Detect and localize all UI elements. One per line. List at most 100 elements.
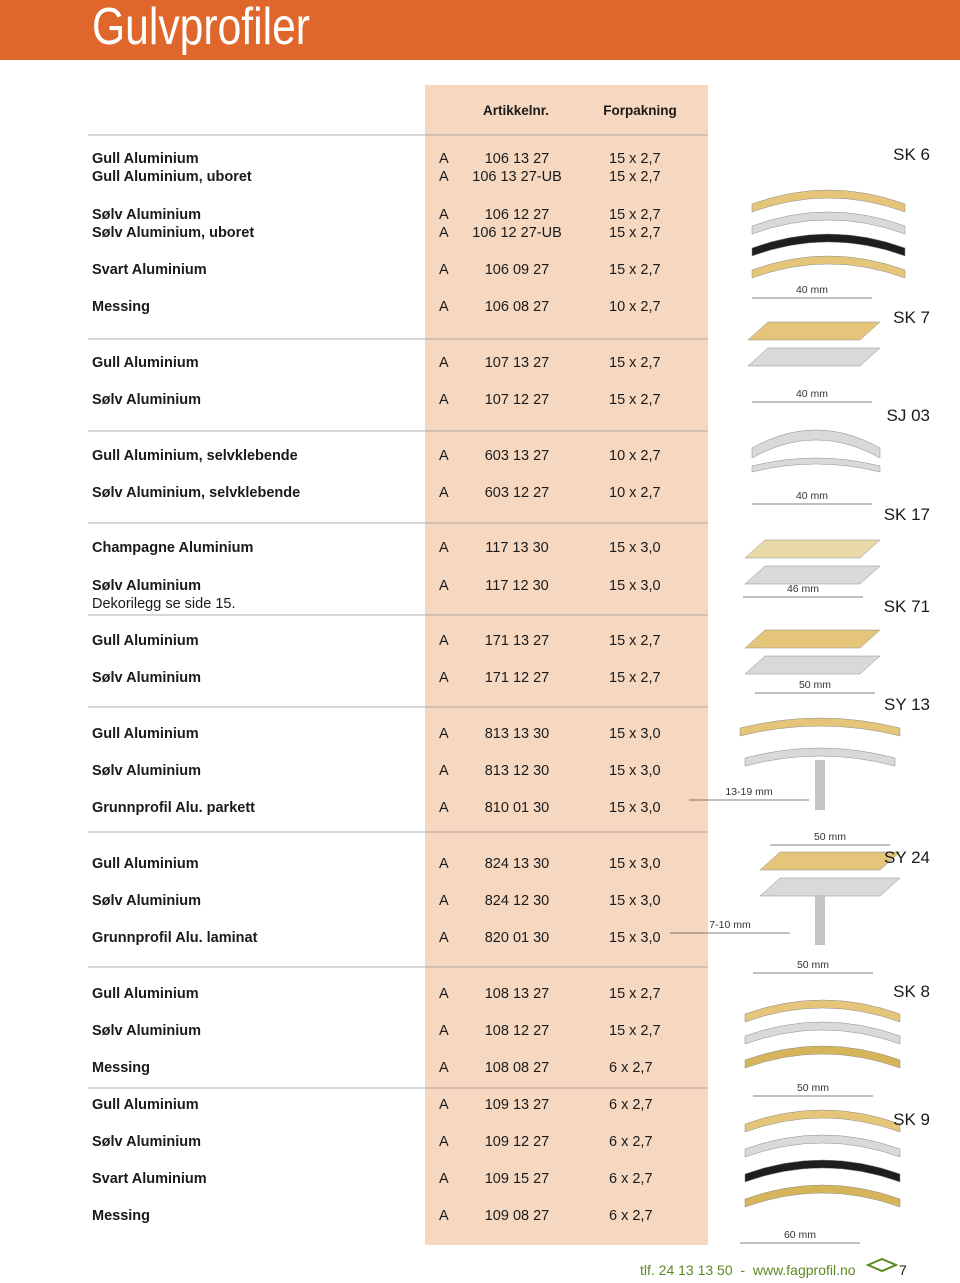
product-name: Sølv Aluminium, selvklebende — [92, 485, 301, 501]
product-name: Messing — [92, 1208, 151, 1224]
profile-illustration — [739, 717, 901, 737]
packaging: 15 x 2,7 — [609, 169, 661, 185]
profile-illustration — [815, 760, 825, 810]
article-number: 108 08 27 — [484, 1060, 550, 1076]
product-name: Svart Aluminium — [92, 1171, 207, 1187]
product-code: A — [439, 893, 449, 909]
article-number: 820 01 30 — [484, 930, 550, 946]
packaging: 10 x 2,7 — [609, 485, 661, 501]
product-name: Sølv Aluminium — [92, 578, 202, 594]
profile-illustration — [751, 429, 881, 459]
product-name: Svart Aluminium — [92, 262, 207, 278]
packaging: 15 x 3,0 — [609, 800, 661, 816]
packaging: 15 x 2,7 — [609, 986, 661, 1002]
article-number: 171 13 27 — [484, 633, 550, 649]
article-number: 603 13 27 — [484, 448, 550, 464]
article-number: 108 13 27 — [484, 986, 550, 1002]
product-code: A — [439, 151, 449, 167]
article-number: 109 12 27 — [484, 1134, 550, 1150]
packaging: 6 x 2,7 — [609, 1134, 653, 1150]
product-code: A — [439, 485, 449, 501]
profile-illustration — [751, 255, 906, 279]
profile-label: SK 6 — [893, 145, 930, 164]
profile-label: SY 24 — [883, 848, 930, 867]
product-name: Gull Aluminium, uboret — [92, 169, 252, 185]
profile-label: SJ 03 — [886, 406, 930, 425]
product-name: Gull Aluminium — [92, 1097, 199, 1113]
product-code: A — [439, 540, 449, 556]
article-number: 117 13 30 — [485, 540, 549, 556]
article-number: 106 13 27-UB — [472, 169, 562, 185]
product-name: Grunnprofil Alu. laminat — [92, 930, 258, 946]
article-number: 813 13 30 — [484, 726, 550, 742]
product-name: Sølv Aluminium — [92, 1023, 202, 1039]
product-name: Sølv Aluminium — [92, 893, 202, 909]
product-name: Gull Aluminium, selvklebende — [92, 448, 298, 464]
profile-illustration — [744, 629, 881, 649]
dimension-label: 46 mm — [786, 583, 820, 595]
product-name: Sølv Aluminium — [92, 1134, 202, 1150]
packaging: 10 x 2,7 — [609, 299, 661, 315]
article-number: 108 12 27 — [484, 1023, 550, 1039]
profile-illustration — [759, 877, 901, 897]
product-name: Sølv Aluminium — [92, 207, 202, 223]
product-name: Gull Aluminium — [92, 726, 199, 742]
packaging: 15 x 3,0 — [609, 578, 661, 594]
product-code: A — [439, 763, 449, 779]
product-name: Messing — [92, 299, 151, 315]
product-code: A — [439, 986, 449, 1002]
profile-illustration — [744, 1134, 901, 1158]
dimension-label: 60 mm — [783, 1229, 817, 1241]
profile-illustration — [744, 1184, 901, 1208]
profile-illustration — [815, 895, 825, 945]
footer-contact: tlf. 24 13 13 50 - www.fagprofil.no — [640, 1262, 856, 1278]
article-number: 824 13 30 — [484, 856, 550, 872]
packaging: 15 x 2,7 — [609, 355, 661, 371]
profile-illustration — [751, 211, 906, 235]
profile-illustration — [744, 999, 901, 1023]
column-header: Forpakning — [603, 103, 677, 118]
product-code: A — [439, 169, 449, 185]
packaging: 15 x 2,7 — [609, 151, 661, 167]
profile-illustration — [751, 233, 906, 257]
product-code: A — [439, 578, 449, 594]
profile-illustration — [744, 1109, 901, 1133]
article-number: 106 13 27 — [484, 151, 550, 167]
packaging: 15 x 2,7 — [609, 207, 661, 223]
product-code: A — [439, 633, 449, 649]
article-number: 106 12 27 — [484, 207, 550, 223]
product-code: A — [439, 930, 449, 946]
article-number: 117 12 30 — [485, 578, 549, 594]
profile-label: SY 13 — [883, 695, 930, 714]
page-title: Gulvprofiler — [92, 0, 311, 56]
product-code: A — [439, 207, 449, 223]
profile-illustration — [751, 457, 881, 473]
dimension-label: 40 mm — [795, 490, 829, 502]
packaging: 15 x 2,7 — [609, 225, 661, 241]
article-number: 109 08 27 — [484, 1208, 550, 1224]
product-code: A — [439, 355, 449, 371]
product-name: Messing — [92, 1060, 151, 1076]
column-band — [425, 85, 708, 1245]
profile-label: SK 9 — [893, 1110, 930, 1129]
profile-illustration — [747, 347, 881, 367]
product-code: A — [439, 726, 449, 742]
product-name: Sølv Aluminium, uboret — [92, 225, 255, 241]
profile-illustration — [744, 539, 881, 559]
article-number: 106 08 27 — [484, 299, 550, 315]
profile-label: SK 8 — [893, 982, 930, 1001]
article-number: 171 12 27 — [484, 670, 550, 686]
profile-illustration — [744, 565, 881, 585]
packaging: 15 x 3,0 — [609, 856, 661, 872]
dimension-label: 13-19 mm — [725, 786, 773, 798]
product-code: A — [439, 1060, 449, 1076]
packaging: 15 x 3,0 — [609, 893, 661, 909]
article-number: 106 09 27 — [484, 262, 550, 278]
dimension-label: 50 mm — [796, 1082, 830, 1094]
product-name: Gull Aluminium — [92, 151, 199, 167]
packaging: 6 x 2,7 — [609, 1097, 653, 1113]
product-code: A — [439, 392, 449, 408]
packaging: 15 x 3,0 — [609, 930, 661, 946]
product-code: A — [439, 1208, 449, 1224]
